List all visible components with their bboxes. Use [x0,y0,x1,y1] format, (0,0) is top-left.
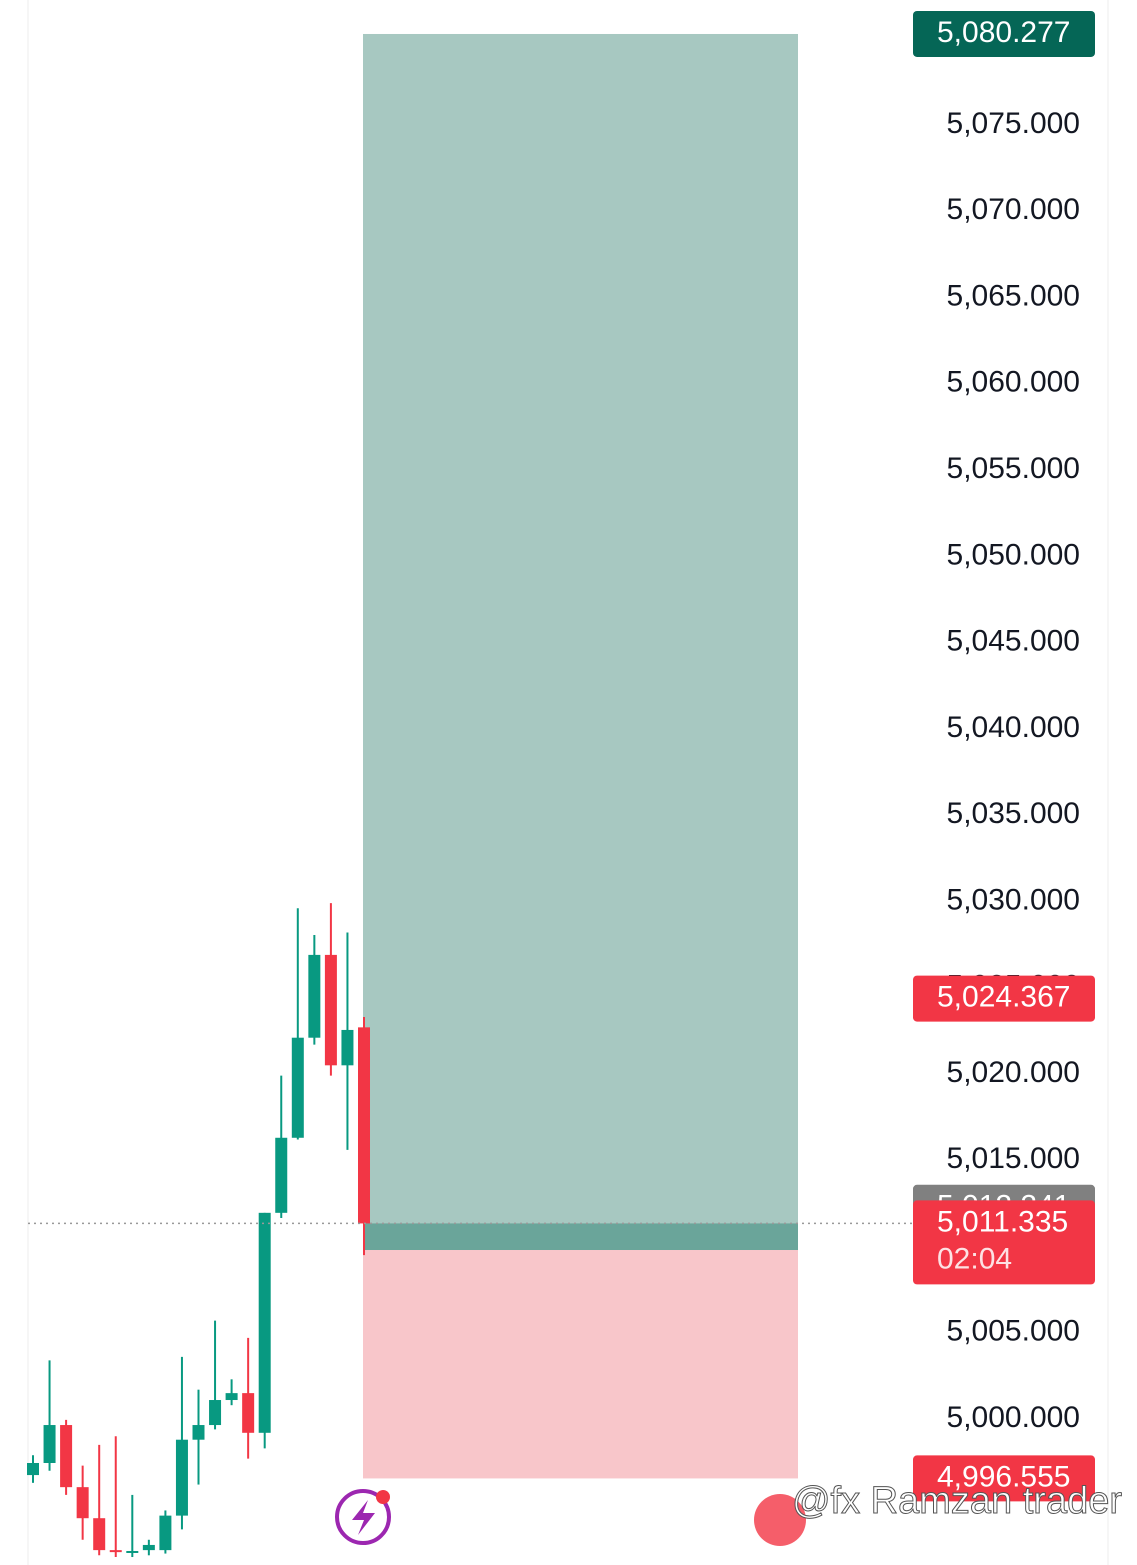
y-tick-label: 5,055.000 [947,452,1080,485]
candle-body [291,1037,304,1138]
y-tick-label: 5,070.000 [947,193,1080,226]
y-tick-label: 5,045.000 [947,625,1080,658]
candle-body [225,1393,238,1401]
target-label-bg [913,10,1095,57]
candle-body [76,1487,89,1519]
watermark: @fx Ramzan trader [792,1480,1122,1522]
last-price-label-bg [913,1200,1095,1285]
countdown: 02:04 [937,1242,1012,1275]
candle-body [341,1029,354,1066]
candle-body [159,1515,172,1551]
y-tick-label: 5,030.000 [947,883,1080,916]
candle-body [192,1425,205,1440]
candle-body [109,1550,122,1553]
candle-body [324,954,337,1066]
notify-dot [376,1490,390,1504]
y-tick-label: 5,040.000 [947,711,1080,744]
target-label: 5,080.277 [937,16,1070,49]
candle-body [209,1400,222,1426]
candle-body [93,1518,106,1551]
stop-label: 4,996.555 [937,1460,1070,1493]
price-label: 5,024.367 [937,981,1070,1014]
candle-body [242,1393,255,1433]
y-tick-label: 5,035.000 [947,797,1080,830]
price-label-bg [913,975,1095,1022]
y-tick-label: 5,060.000 [947,366,1080,399]
y-tick-label: 5,020.000 [947,1056,1080,1089]
candle-body [142,1544,155,1551]
candle-body [27,1462,39,1476]
y-tick-label: 5,050.000 [947,538,1080,571]
candle-body [126,1550,139,1553]
y-tick-label: 5,075.000 [947,107,1080,140]
entry-overlap [363,1223,798,1251]
candle-body [43,1425,56,1463]
loss-zone [363,1250,798,1479]
candle-body [175,1439,188,1516]
profit-zone [363,33,798,1251]
candle-body [258,1212,271,1433]
candle-body [60,1425,73,1488]
candle-body [308,954,321,1038]
y-tick-label: 5,005.000 [947,1315,1080,1348]
flag-icon [754,1494,806,1546]
y-tick-label: 5,015.000 [947,1142,1080,1175]
last-price-label: 5,011.335 [937,1205,1068,1238]
candle-body [275,1137,288,1213]
stop-label-bg [913,1455,1095,1502]
candle-body [358,1027,370,1224]
lightning-icon [335,1489,391,1545]
lightning-bolt [352,1500,375,1535]
y-tick-label: 5,000.000 [947,1401,1080,1434]
y-tick-label: 5,065.000 [947,279,1080,312]
